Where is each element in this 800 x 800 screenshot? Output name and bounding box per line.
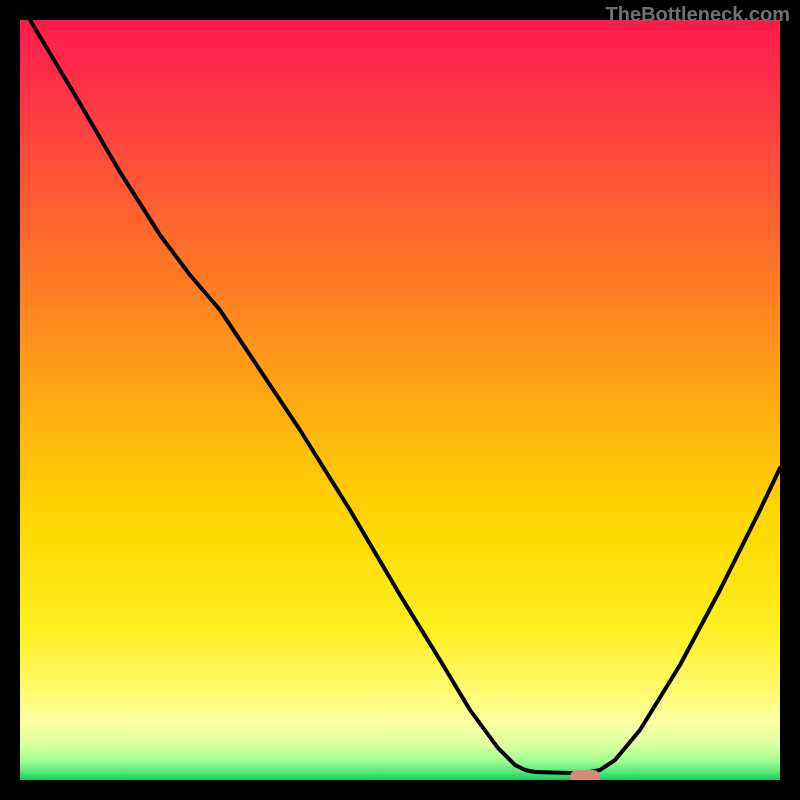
watermark-text: TheBottleneck.com bbox=[606, 4, 790, 27]
plot-background bbox=[20, 20, 780, 780]
chart-svg bbox=[0, 0, 800, 800]
bottleneck-chart: TheBottleneck.com bbox=[0, 0, 800, 800]
